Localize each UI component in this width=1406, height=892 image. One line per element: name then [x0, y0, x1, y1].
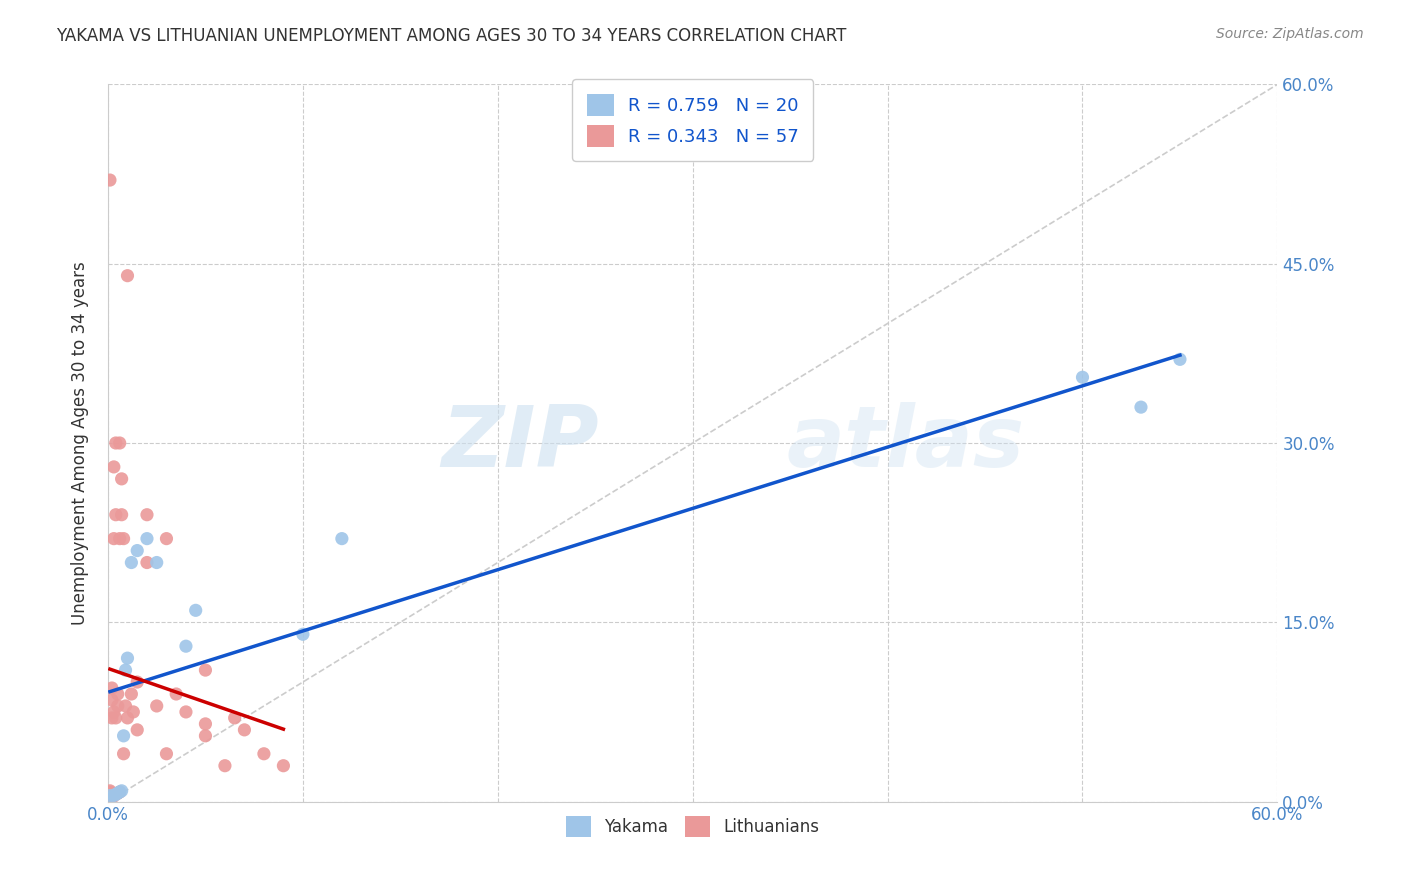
Text: Source: ZipAtlas.com: Source: ZipAtlas.com [1216, 27, 1364, 41]
Point [127, 723, 149, 737]
Point [107, 786, 129, 800]
Point [273, 758, 295, 772]
Point [111, 472, 134, 486]
Point [122, 705, 145, 719]
Point [98, 173, 121, 187]
Point [194, 663, 217, 677]
Point [111, 508, 134, 522]
Point [103, 789, 125, 803]
Point [98, 785, 121, 799]
Point [194, 729, 217, 743]
Point [112, 729, 135, 743]
Point [112, 747, 135, 761]
Point [104, 436, 127, 450]
Point [120, 687, 142, 701]
Point [101, 789, 124, 803]
Point [98, 786, 121, 800]
Point [108, 532, 131, 546]
Point [136, 508, 159, 522]
Point [224, 711, 246, 725]
Point [112, 532, 135, 546]
Point [184, 603, 207, 617]
Point [101, 711, 124, 725]
Point [98, 791, 121, 805]
Point [103, 705, 125, 719]
Point [120, 556, 142, 570]
Point [101, 681, 124, 695]
Point [136, 556, 159, 570]
Point [233, 723, 256, 737]
Point [104, 788, 127, 802]
Point [103, 788, 125, 802]
Point [98, 789, 121, 803]
Point [1129, 400, 1152, 414]
Point [107, 687, 129, 701]
Point [136, 532, 159, 546]
Point [108, 785, 131, 799]
Point [101, 693, 124, 707]
Text: atlas: atlas [786, 401, 1025, 484]
Point [114, 663, 136, 677]
Point [104, 788, 127, 802]
Point [117, 711, 139, 725]
Point [174, 705, 197, 719]
Point [145, 698, 167, 713]
Point [291, 627, 314, 641]
Point [98, 784, 121, 798]
Point [98, 792, 121, 806]
Point [103, 789, 125, 803]
Point [127, 543, 149, 558]
Point [101, 788, 124, 802]
Point [1168, 352, 1191, 367]
Text: YAKAMA VS LITHUANIAN UNEMPLOYMENT AMONG AGES 30 TO 34 YEARS CORRELATION CHART: YAKAMA VS LITHUANIAN UNEMPLOYMENT AMONG … [56, 27, 846, 45]
Point [1071, 370, 1094, 384]
Point [253, 747, 276, 761]
Point [330, 532, 353, 546]
Point [103, 532, 125, 546]
Point [98, 786, 121, 800]
Point [107, 698, 129, 713]
Point [117, 268, 139, 283]
Point [104, 508, 127, 522]
Point [104, 711, 127, 725]
Point [127, 675, 149, 690]
Point [155, 747, 177, 761]
Point [98, 788, 121, 802]
Point [111, 784, 134, 798]
Y-axis label: Unemployment Among Ages 30 to 34 years: Unemployment Among Ages 30 to 34 years [72, 261, 89, 625]
Point [117, 651, 139, 665]
Point [174, 639, 197, 653]
Point [194, 717, 217, 731]
Point [108, 785, 131, 799]
Text: ZIP: ZIP [441, 401, 599, 484]
Point [107, 786, 129, 800]
Point [114, 698, 136, 713]
Point [98, 789, 121, 804]
Legend: Yakama, Lithuanians: Yakama, Lithuanians [560, 810, 827, 844]
Point [108, 436, 131, 450]
Point [98, 789, 121, 803]
Point [155, 532, 177, 546]
Point [103, 459, 125, 474]
Point [214, 758, 236, 772]
Point [145, 556, 167, 570]
Point [101, 791, 124, 805]
Point [165, 687, 187, 701]
